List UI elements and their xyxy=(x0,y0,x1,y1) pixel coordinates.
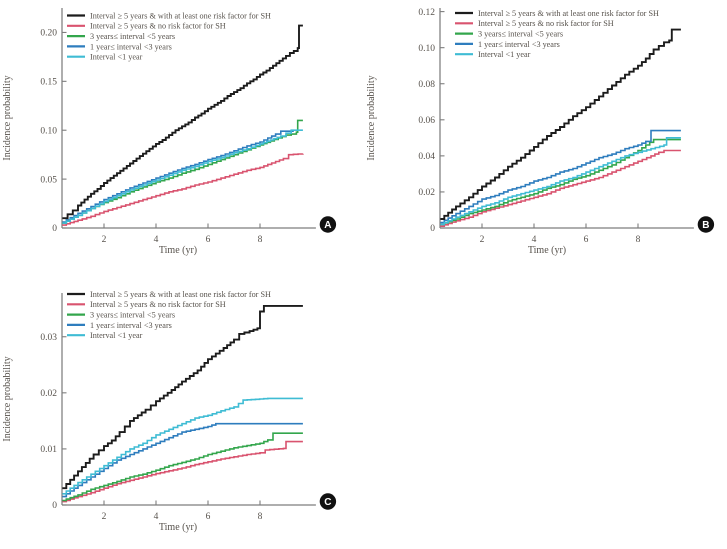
x-axis-title: Time (yr) xyxy=(528,245,566,256)
x-tick-label: 4 xyxy=(154,235,159,245)
legend-item: Interval <1 year xyxy=(67,53,143,62)
panel-label-badge xyxy=(319,493,337,510)
legend-label: 1 year≤ interval <3 years xyxy=(90,42,172,51)
legend-item: Interval ≥ 5 years & no risk factor for … xyxy=(67,300,226,309)
y-tick-label: 0 xyxy=(52,501,57,511)
y-tick-label: 0.06 xyxy=(418,116,435,126)
series-line-3 xyxy=(440,129,681,224)
panel-b: 0 0.02 0.04 0.06 0.08 0.10 0.12 2 4 6 8 Incidence p… xyxy=(365,0,727,270)
legend-label: Interval ≥ 5 years & with at least one r… xyxy=(90,11,271,20)
y-tick-label: 0.10 xyxy=(418,44,435,54)
series-line-1 xyxy=(62,440,303,503)
panel-label-badge xyxy=(697,216,715,233)
chart-svg-panel-c: 0 0.01 0.02 0.03 2 4 6 8 Incidence probability Ti… xyxy=(2,290,337,533)
y-axis-title: Incidence probability xyxy=(2,356,13,441)
legend-label: 3 years≤ interval <5 years xyxy=(478,30,563,39)
x-tick-label: 4 xyxy=(532,235,537,245)
series-line-0 xyxy=(440,28,681,220)
legend-item: Interval ≥ 5 years & with at least one r… xyxy=(67,290,271,299)
x-tick-label: 8 xyxy=(258,512,263,522)
x-tick-label: 4 xyxy=(154,512,159,522)
legend: Interval ≥ 5 years & with at least one r… xyxy=(67,11,271,62)
panel-label-text: A xyxy=(324,220,331,231)
chart-svg-panel-a: 0 0.05 0.10 0.15 0.20 2 4 6 8 Incidence probabili… xyxy=(2,8,337,256)
series-line-1 xyxy=(62,153,304,226)
y-tick-label: 0.02 xyxy=(40,389,57,399)
legend-label: Interval ≥ 5 years & no risk factor for … xyxy=(478,19,614,28)
legend: Interval ≥ 5 years & with at least one r… xyxy=(455,9,659,59)
x-axis-title: Time (yr) xyxy=(159,245,197,256)
legend-item: 3 years≤ interval <5 years xyxy=(455,30,563,39)
legend-item: Interval ≥ 5 years & with at least one r… xyxy=(67,11,271,20)
series-line-3 xyxy=(62,422,303,498)
panel-label-badge xyxy=(319,216,337,233)
legend-label: 1 year≤ interval <3 years xyxy=(90,321,172,330)
series-line-1 xyxy=(440,149,681,227)
legend-label: Interval <1 year xyxy=(478,50,531,59)
x-tick-label: 6 xyxy=(206,235,211,245)
legend-label: Interval ≥ 5 years & no risk factor for … xyxy=(90,300,226,309)
x-tick-label: 6 xyxy=(584,235,589,245)
y-tick-label: 0.03 xyxy=(40,333,57,343)
legend-label: Interval ≥ 5 years & no risk factor for … xyxy=(90,22,226,31)
legend-item: 3 years≤ interval <5 years xyxy=(67,32,175,41)
legend-label: Interval <1 year xyxy=(90,53,143,62)
legend-item: Interval ≥ 5 years & no risk factor for … xyxy=(67,22,226,31)
y-tick-label: 0 xyxy=(430,224,435,234)
x-tick-label: 2 xyxy=(480,235,485,245)
legend-label: 1 year≤ interval <3 years xyxy=(478,40,560,49)
y-axis-title: Incidence probability xyxy=(2,75,13,160)
panel-c: 0 0.01 0.02 0.03 2 4 6 8 Incidence probability Ti… xyxy=(0,280,360,549)
x-tick-label: 8 xyxy=(258,235,263,245)
y-tick-label: 0.10 xyxy=(40,126,57,136)
legend-item: 1 year≤ interval <3 years xyxy=(67,321,172,330)
x-axis-title: Time (yr) xyxy=(159,522,197,533)
legend-label: Interval ≥ 5 years & with at least one r… xyxy=(90,290,271,299)
x-tick-label: 2 xyxy=(102,512,107,522)
y-tick-label: 0 xyxy=(52,224,57,234)
legend-item: Interval ≥ 5 years & no risk factor for … xyxy=(455,19,614,28)
series-line-3 xyxy=(62,130,294,223)
series-line-2 xyxy=(62,432,303,502)
legend-item: 1 year≤ interval <3 years xyxy=(455,40,560,49)
y-tick-label: 0.15 xyxy=(40,78,57,88)
legend-item: Interval <1 year xyxy=(67,331,143,340)
legend-label: 3 years≤ interval <5 years xyxy=(90,311,175,320)
y-tick-label: 0.01 xyxy=(40,445,57,455)
y-tick-label: 0.12 xyxy=(418,8,435,18)
panel-label-text: B xyxy=(702,220,709,231)
series-line-0 xyxy=(62,24,303,220)
series-line-4 xyxy=(62,129,303,224)
legend-item: 1 year≤ interval <3 years xyxy=(67,42,172,51)
legend-item: Interval ≥ 5 years & with at least one r… xyxy=(455,9,659,18)
y-tick-label: 0.05 xyxy=(40,175,57,185)
legend-item: 3 years≤ interval <5 years xyxy=(67,311,175,320)
panel-a: 0 0.05 0.10 0.15 0.20 2 4 6 8 Incidence probabili… xyxy=(0,0,360,270)
x-tick-label: 6 xyxy=(206,512,211,522)
series-line-4 xyxy=(62,397,303,495)
legend-label: Interval ≥ 5 years & with at least one r… xyxy=(478,9,659,18)
legend-label: 3 years≤ interval <5 years xyxy=(90,32,175,41)
y-tick-label: 0.20 xyxy=(40,29,57,39)
x-tick-label: 2 xyxy=(102,235,107,245)
panel-label-text: C xyxy=(324,497,331,508)
series-line-4 xyxy=(440,137,681,226)
chart-svg-panel-b: 0 0.02 0.04 0.06 0.08 0.10 0.12 2 4 6 8 Incidence p… xyxy=(366,8,715,256)
legend-label: Interval <1 year xyxy=(90,331,143,340)
y-tick-label: 0.08 xyxy=(418,80,435,90)
series-line-0 xyxy=(62,304,303,490)
legend: Interval ≥ 5 years & with at least one r… xyxy=(67,290,271,340)
legend-item: Interval <1 year xyxy=(455,50,531,59)
y-axis-title: Incidence probability xyxy=(366,75,377,160)
y-tick-label: 0.02 xyxy=(418,188,435,198)
x-tick-label: 8 xyxy=(636,235,641,245)
y-tick-label: 0.04 xyxy=(418,152,435,162)
